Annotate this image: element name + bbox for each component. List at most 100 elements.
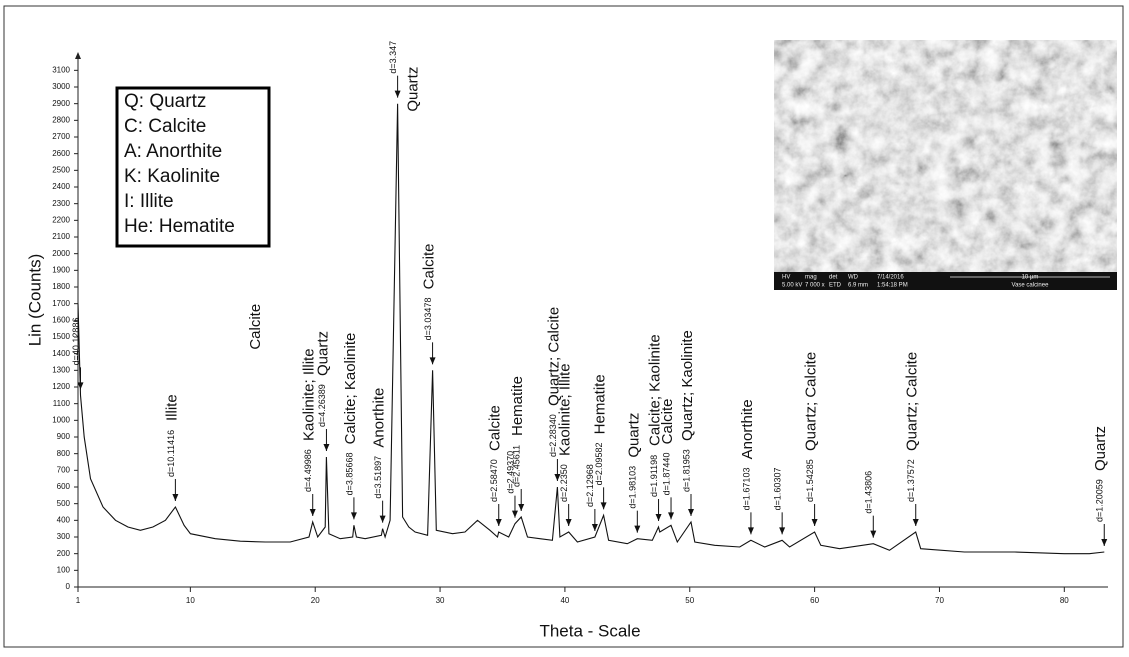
peak-mineral-label: Quartz: [314, 331, 331, 376]
peak-arrowhead: [323, 444, 330, 451]
inset-caption: Vase calcinee: [1012, 283, 1050, 289]
peak-arrowhead: [634, 525, 641, 533]
peak-d-label: d=2.2350: [559, 464, 569, 502]
y-tick-label: 1800: [52, 282, 70, 291]
peak-d-label: d=2.09582: [594, 443, 604, 486]
legend-box: [115, 86, 271, 248]
peak-d-label: d=1.87440: [661, 453, 671, 496]
inset-caption: 5.00 kV: [782, 283, 802, 289]
peak-d-label: d=2.45611: [512, 445, 522, 487]
y-tick-label: 1000: [52, 415, 70, 424]
peak-mineral-label: Quartz; Calcite: [545, 307, 562, 406]
peak-mineral-label: Kaolinite; Illite: [557, 363, 574, 456]
peak-arrowhead: [1101, 539, 1108, 546]
y-axis-label: Lin (Counts): [25, 254, 44, 347]
peak-d-label: d=1.43806: [864, 471, 874, 514]
y-tick-label: 2300: [52, 199, 70, 208]
peak-mineral-label: Hematite: [509, 376, 526, 436]
legend-entry: He: Hematite: [124, 216, 235, 237]
x-tick-label: 70: [935, 596, 944, 605]
peak-mineral-label: Quartz; Calcite: [904, 352, 921, 451]
peak-arrowhead: [779, 527, 786, 535]
xrd-line: [77, 103, 1105, 555]
peak-arrowhead: [747, 527, 754, 535]
peak-arrowhead: [350, 512, 357, 520]
y-tick-label: 1200: [52, 382, 70, 391]
peak-d-label: d=1.20059: [1095, 479, 1105, 522]
peak-d-label: d=1.81953: [681, 449, 691, 492]
peak-arrowhead: [394, 90, 401, 98]
peak-d-label: d=40.12886: [71, 318, 81, 366]
peak-mineral-label: Calcite: [421, 243, 438, 289]
peak-arrowhead: [518, 504, 525, 511]
peak-d-label: d=1.60307: [773, 468, 783, 511]
peak-d-label: d=1.37572: [906, 459, 916, 502]
y-tick-label: 2800: [52, 115, 70, 124]
y-tick-label: 2200: [52, 215, 70, 224]
y-tick-label: 0: [66, 582, 71, 591]
peak-mineral-label: Quartz: [1092, 426, 1109, 471]
peak-d-label: d=10.11416: [166, 430, 176, 477]
y-axis-arrow: [75, 52, 81, 59]
inset-caption: 7 000 x: [805, 283, 825, 289]
inset-caption: 10 µm: [1022, 275, 1039, 281]
inset-caption: det: [829, 275, 838, 281]
peak-d-label: d=4.49986: [303, 449, 313, 492]
frame: [3, 5, 1124, 648]
inset-caption: 6.9 mm: [848, 283, 868, 289]
peak-d-label: d=3.347: [388, 41, 398, 74]
peak-arrowhead: [870, 530, 877, 538]
y-tick-label: 300: [57, 532, 71, 541]
y-tick-label: 3000: [52, 82, 70, 91]
inset-caption: 7/14/2016: [877, 275, 904, 281]
peak-arrowhead: [511, 510, 518, 518]
peak-d-label: d=2.49370: [505, 451, 515, 494]
x-axis-label: Theta - Scale: [539, 621, 640, 640]
peak-arrowhead: [688, 509, 695, 516]
peak-mineral-label: Hematite: [592, 374, 609, 434]
peak-arrowhead: [591, 524, 598, 531]
peak-arrowhead: [379, 515, 386, 523]
peak-mineral-label: Calcite: [487, 405, 504, 451]
y-tick-label: 2900: [52, 99, 70, 108]
legend-entry: C: Calcite: [124, 116, 206, 137]
peak-d-label: d=3.51897: [373, 456, 383, 499]
y-tick-label: 2000: [52, 249, 70, 258]
x-tick-label: 10: [186, 596, 195, 605]
peak-mineral-label: Quartz: [405, 67, 422, 112]
peak-d-label: d=1.91198: [649, 455, 659, 497]
peak-arrowhead: [429, 357, 436, 365]
x-tick-label: 1: [76, 596, 81, 605]
peak-mineral-label: Quartz; Calcite: [803, 352, 820, 451]
peak-d-label: d=2.58470: [489, 459, 499, 502]
legend: Q: Quartz C: Calcite A: Anorthite K: Kaolin…: [115, 86, 271, 248]
caption-bar: [774, 272, 1117, 290]
legend-entry: K: Kaolinite: [124, 166, 220, 187]
inset-caption: ETD: [829, 283, 842, 289]
peak-mineral-label: Anorthite: [371, 388, 388, 448]
peak-arrowhead: [554, 474, 561, 481]
inset-caption: HV: [782, 275, 790, 281]
x-tick-label: 30: [436, 596, 445, 605]
y-tick-label: 1600: [52, 315, 70, 324]
peak-mineral-label: Anorthite: [739, 399, 756, 459]
y-tick-label: 2600: [52, 149, 70, 158]
peak-arrowhead: [172, 494, 179, 501]
y-tick-label: 900: [57, 432, 71, 441]
peak-d-label: d=3.85668: [344, 453, 354, 496]
y-tick-label: 100: [57, 565, 71, 574]
y-tick-label: 2400: [52, 182, 70, 191]
y-tick-label: 200: [57, 549, 71, 558]
y-tick-label: 3100: [52, 65, 70, 74]
peak-mineral-label: Kaolinite; Illite: [301, 348, 318, 441]
legend-entry: A: Anorthite: [124, 141, 222, 162]
y-tick-label: 1500: [52, 332, 70, 341]
peak-arrowhead: [565, 519, 572, 526]
peak-arrowhead: [668, 512, 675, 520]
peak-arrowhead: [600, 502, 607, 510]
peak-mineral-label: Calcite; Kaolinite: [647, 334, 664, 446]
inset-caption: WD: [848, 275, 859, 281]
y-tick-label: 500: [57, 499, 71, 508]
y-tick-label: 700: [57, 465, 71, 474]
